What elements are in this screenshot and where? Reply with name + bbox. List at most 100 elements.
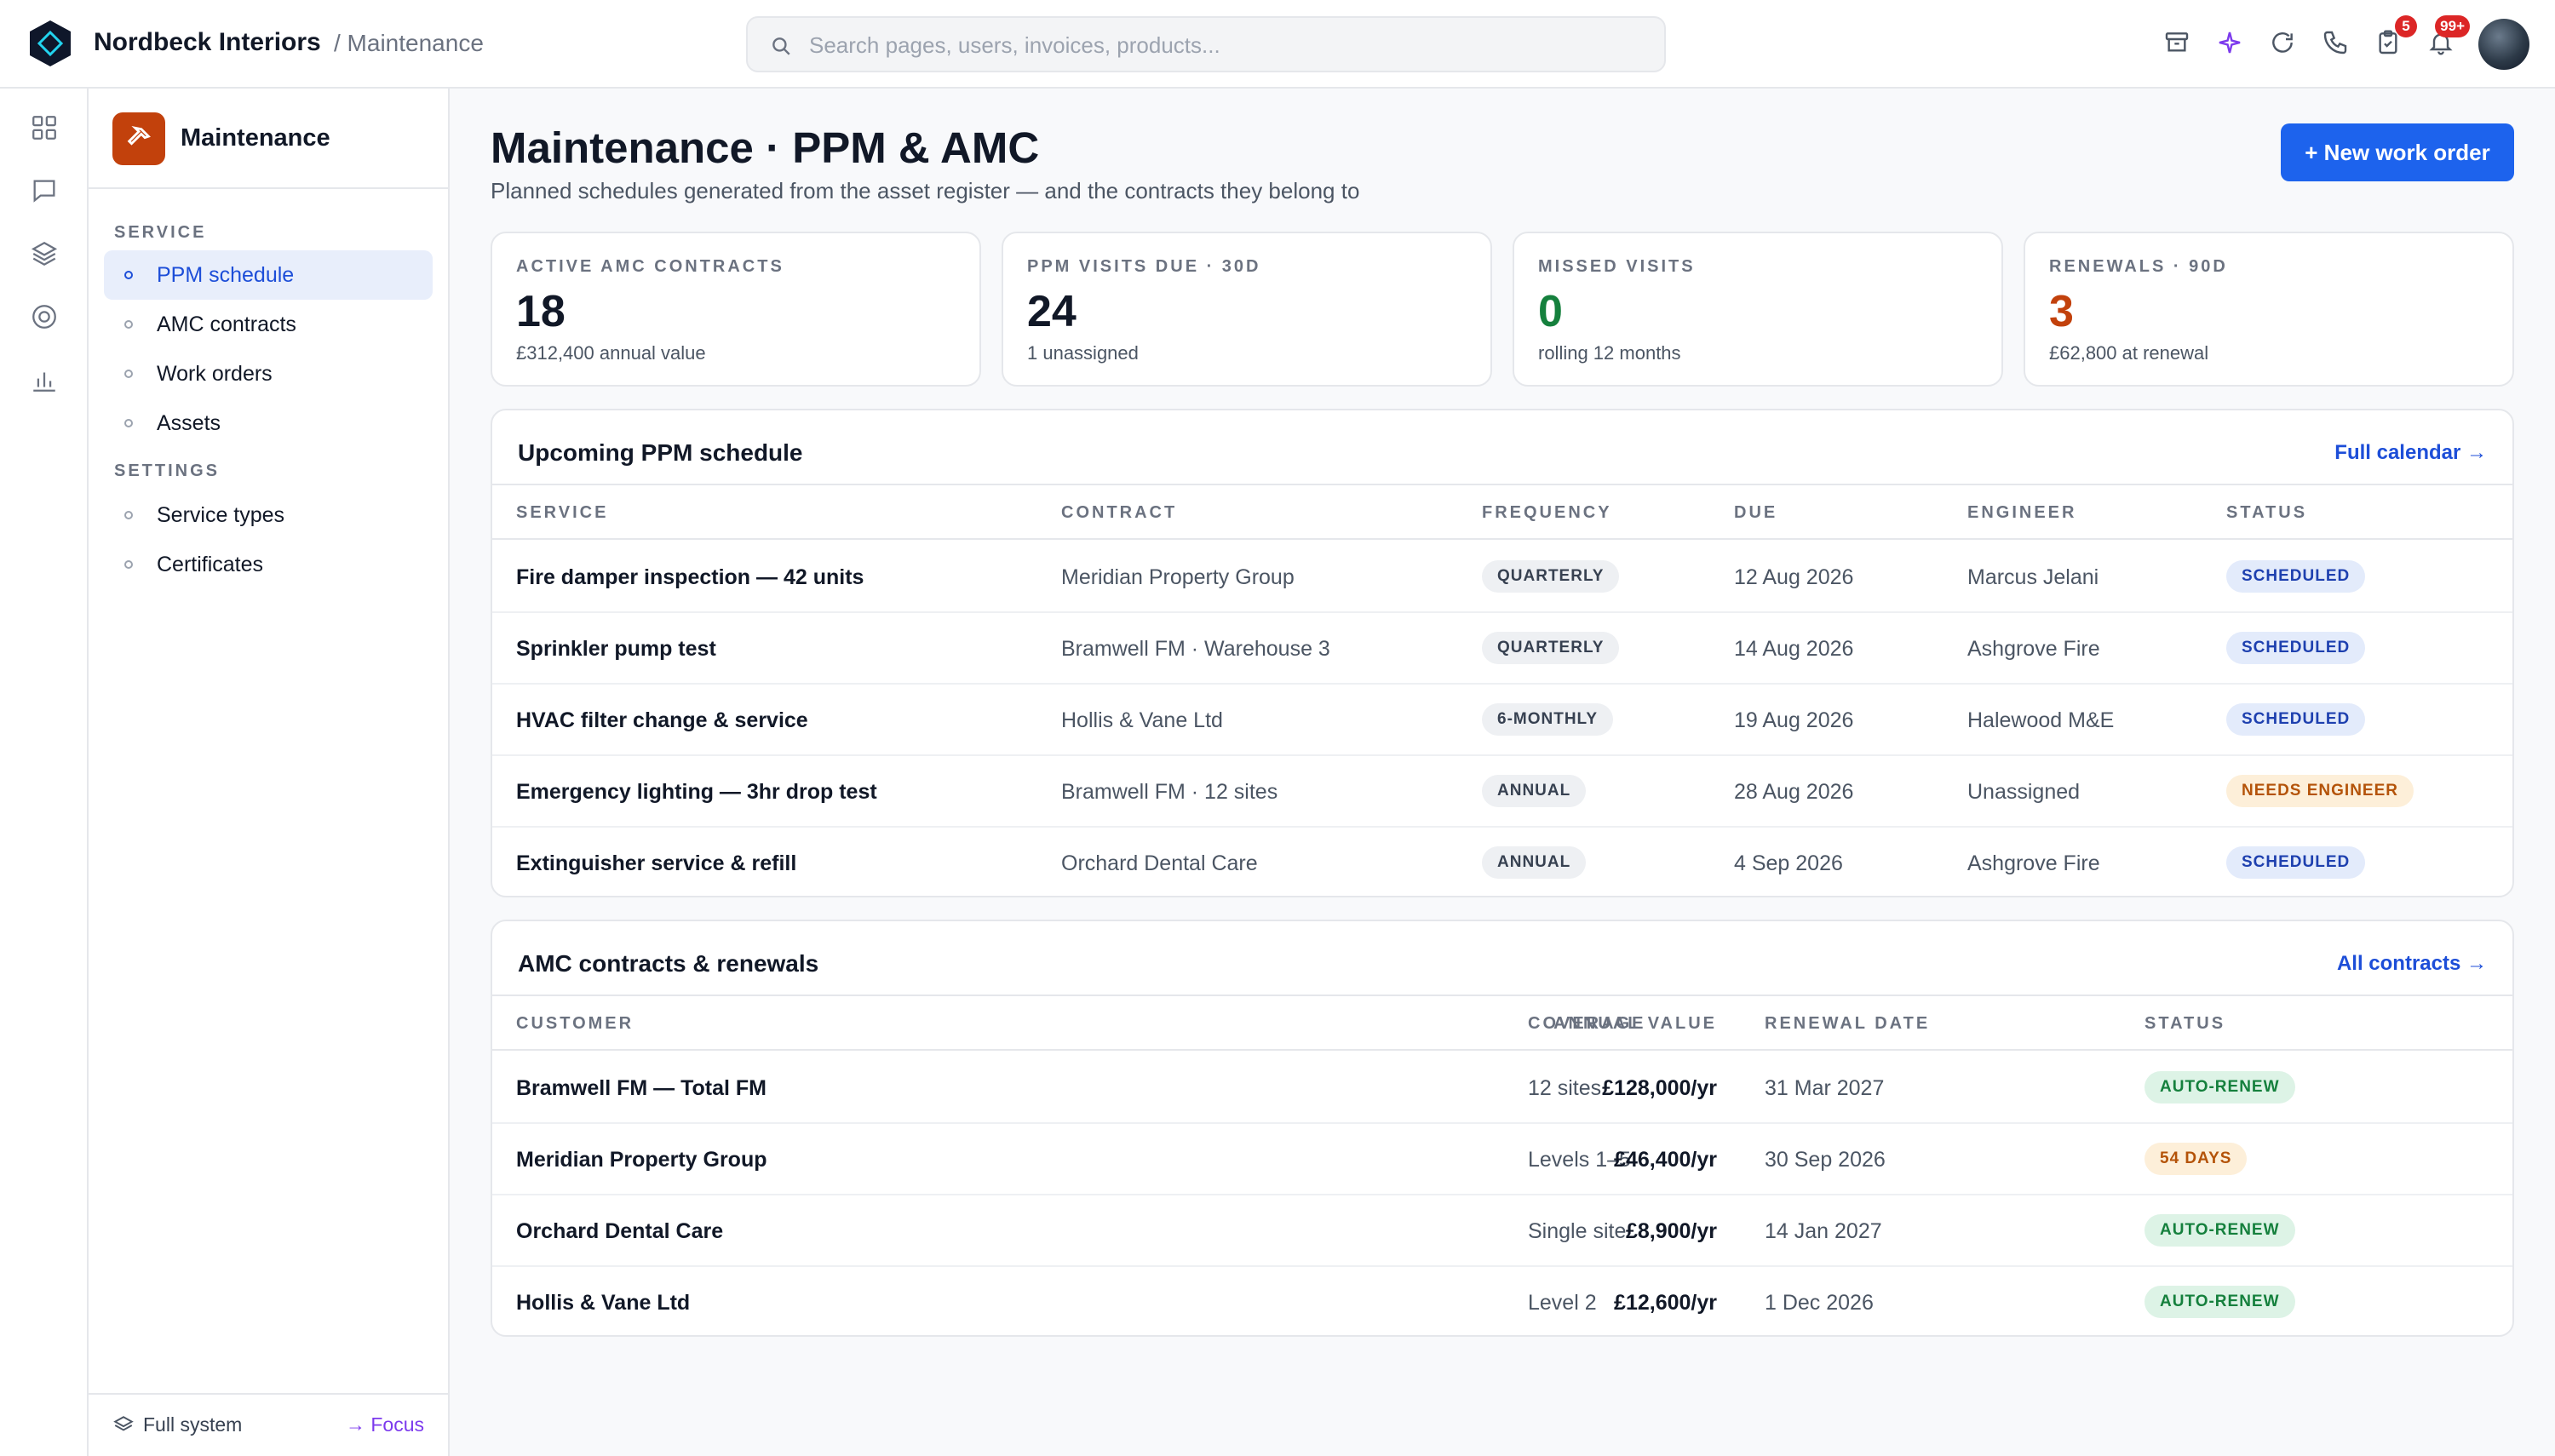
stat-subtext: rolling 12 months (1538, 342, 1681, 364)
brand-name[interactable]: Nordbeck Interiors (94, 28, 321, 56)
focus-button[interactable]: → Focus (345, 1413, 424, 1436)
layers-icon (113, 1415, 134, 1431)
column-header[interactable]: STATUS (2226, 503, 2308, 522)
customer-cell: Orchard Dental Care (516, 1219, 724, 1243)
frequency-badge: ANNUAL (1482, 775, 1587, 807)
column-header[interactable]: RENEWAL DATE (1765, 1014, 1931, 1033)
sidebar-item-label: AMC contracts (157, 312, 296, 336)
engineer-cell: Ashgrove Fire (1967, 637, 2100, 661)
status-badge: SCHEDULED (2226, 703, 2366, 736)
search-icon (772, 37, 790, 55)
bell-icon[interactable]: 99+ (2424, 15, 2470, 60)
status-badge: SCHEDULED (2226, 632, 2366, 664)
annual-value-cell: £12,600/yr (1614, 1291, 1717, 1315)
ppm-schedule-card: Upcoming PPM schedule Full calendar → SE… (491, 409, 2514, 897)
stat-subtext: £62,800 at renewal (2049, 342, 2209, 364)
table-row[interactable]: Extinguisher service & refill Orchard Den… (492, 828, 2512, 896)
stat-subtext: 1 unassigned (1027, 342, 1139, 364)
status-badge: SCHEDULED (2226, 846, 2366, 879)
due-cell: 14 Aug 2026 (1734, 637, 1854, 661)
sidebar-item-service-types[interactable]: Service types (104, 490, 433, 540)
stat-card-ppm-visits: PPM VISITS DUE · 30D 24 1 unassigned (1002, 232, 1492, 387)
column-header[interactable]: ENGINEER (1967, 503, 2077, 522)
column-header[interactable]: CUSTOMER (516, 1014, 634, 1033)
renewal-date-cell: 1 Dec 2026 (1765, 1291, 1874, 1315)
column-header[interactable]: DUE (1734, 503, 1778, 522)
icon-rail (0, 89, 89, 1456)
brand-logo-icon[interactable] (26, 19, 75, 68)
search-input[interactable] (809, 28, 1644, 62)
column-header[interactable]: CONTRACT (1061, 503, 1178, 522)
sidebar-footer: Full system → Focus (89, 1393, 448, 1456)
annual-value-cell: £128,000/yr (1602, 1076, 1717, 1100)
contract-cell: Orchard Dental Care (1061, 851, 1258, 875)
search-bar[interactable] (746, 16, 1666, 72)
service-cell: Fire damper inspection — 42 units (516, 565, 864, 589)
coverage-cell: Single site (1528, 1219, 1627, 1243)
bar-chart-icon[interactable] (27, 363, 61, 397)
table-row[interactable]: Hollis & Vane Ltd Level 2 £12,600/yr 1 Dec … (492, 1267, 2512, 1335)
layers-icon[interactable] (27, 237, 61, 271)
column-header[interactable]: SERVICE (516, 503, 609, 522)
table-row[interactable]: Emergency lighting — 3hr drop test Bramwe… (492, 756, 2512, 828)
engineer-cell: Halewood M&E (1967, 708, 2115, 732)
service-cell: Extinguisher service & refill (516, 851, 797, 875)
service-cell: Emergency lighting — 3hr drop test (516, 780, 877, 804)
renewal-date-cell: 31 Mar 2027 (1765, 1076, 1885, 1100)
table-row[interactable]: Fire damper inspection — 42 units Meridia… (492, 542, 2512, 613)
sidebar-item-amc-contracts[interactable]: AMC contracts (104, 300, 433, 349)
breadcrumb: / Maintenance (334, 30, 484, 56)
table-row[interactable]: Orchard Dental Care Single site £8,900/yr 1… (492, 1195, 2512, 1267)
column-header[interactable]: COVERAGE (1528, 1014, 1646, 1033)
frequency-badge: QUARTERLY (1482, 632, 1620, 664)
customer-cell: Meridian Property Group (516, 1148, 767, 1172)
phone-icon[interactable] (2318, 26, 2352, 60)
avatar[interactable] (2478, 19, 2529, 70)
due-cell: 19 Aug 2026 (1734, 708, 1854, 732)
bullet-icon (124, 560, 133, 569)
column-header[interactable]: FREQUENCY (1482, 503, 1612, 522)
frequency-badge: 6-MONTHLY (1482, 703, 1614, 736)
table-row[interactable]: HVAC filter change & service Hollis & Van… (492, 685, 2512, 756)
full-calendar-link[interactable]: Full calendar → (2334, 441, 2487, 464)
sidebar-item-certificates[interactable]: Certificates (104, 540, 433, 589)
new-work-order-button[interactable]: + New work order (2281, 123, 2514, 181)
stat-value: 0 (1538, 287, 1563, 336)
archive-icon[interactable] (2160, 26, 2194, 60)
table-row[interactable]: Sprinkler pump test Bramwell FM · Warehou… (492, 613, 2512, 685)
target-icon[interactable] (27, 300, 61, 334)
sidebar-item-work-orders[interactable]: Work orders (104, 349, 433, 398)
column-header[interactable]: ANNUAL VALUE (1553, 1014, 1717, 1033)
sidebar-title: Maintenance (181, 124, 330, 152)
stat-value: 24 (1027, 287, 1077, 336)
contract-cell: Hollis & Vane Ltd (1061, 708, 1223, 732)
table-row[interactable]: Bramwell FM — Total FM 12 sites £128,000/y… (492, 1052, 2512, 1124)
sidebar-item-ppm-schedule[interactable]: PPM schedule (104, 250, 433, 300)
sidebar-section-service: SERVICE (114, 223, 207, 242)
grid-icon[interactable] (27, 111, 61, 145)
sidebar-item-label: Work orders (157, 362, 273, 386)
sidebar-item-label: Assets (157, 411, 221, 435)
all-contracts-link[interactable]: All contracts → (2336, 952, 2487, 975)
column-header[interactable]: STATUS (2144, 1014, 2226, 1033)
bullet-icon (124, 419, 133, 427)
status-badge: AUTO-RENEW (2144, 1286, 2295, 1318)
clipboard-check-icon[interactable]: 5 (2371, 15, 2417, 60)
sidebar-header: Maintenance (89, 89, 448, 189)
due-cell: 12 Aug 2026 (1734, 565, 1854, 589)
refresh-icon[interactable] (2265, 26, 2300, 60)
bullet-icon (124, 370, 133, 378)
tasks-badge: 5 (2395, 15, 2417, 37)
stat-label: RENEWALS · 90D (2049, 257, 2228, 276)
chat-icon[interactable] (27, 174, 61, 208)
due-cell: 4 Sep 2026 (1734, 851, 1843, 875)
card-title: AMC contracts & renewals (518, 950, 819, 977)
stat-label: MISSED VISITS (1538, 257, 1696, 276)
page-title: Maintenance · PPM & AMC (491, 123, 1040, 172)
sidebar-item-assets[interactable]: Assets (104, 398, 433, 448)
sparkle-icon[interactable] (2213, 26, 2247, 60)
renewal-date-cell: 30 Sep 2026 (1765, 1148, 1886, 1172)
table-row[interactable]: Meridian Property Group Levels 1–5 £46,400… (492, 1124, 2512, 1195)
coverage-cell: 12 sites (1528, 1076, 1602, 1100)
full-system-button[interactable]: Full system (112, 1413, 242, 1436)
